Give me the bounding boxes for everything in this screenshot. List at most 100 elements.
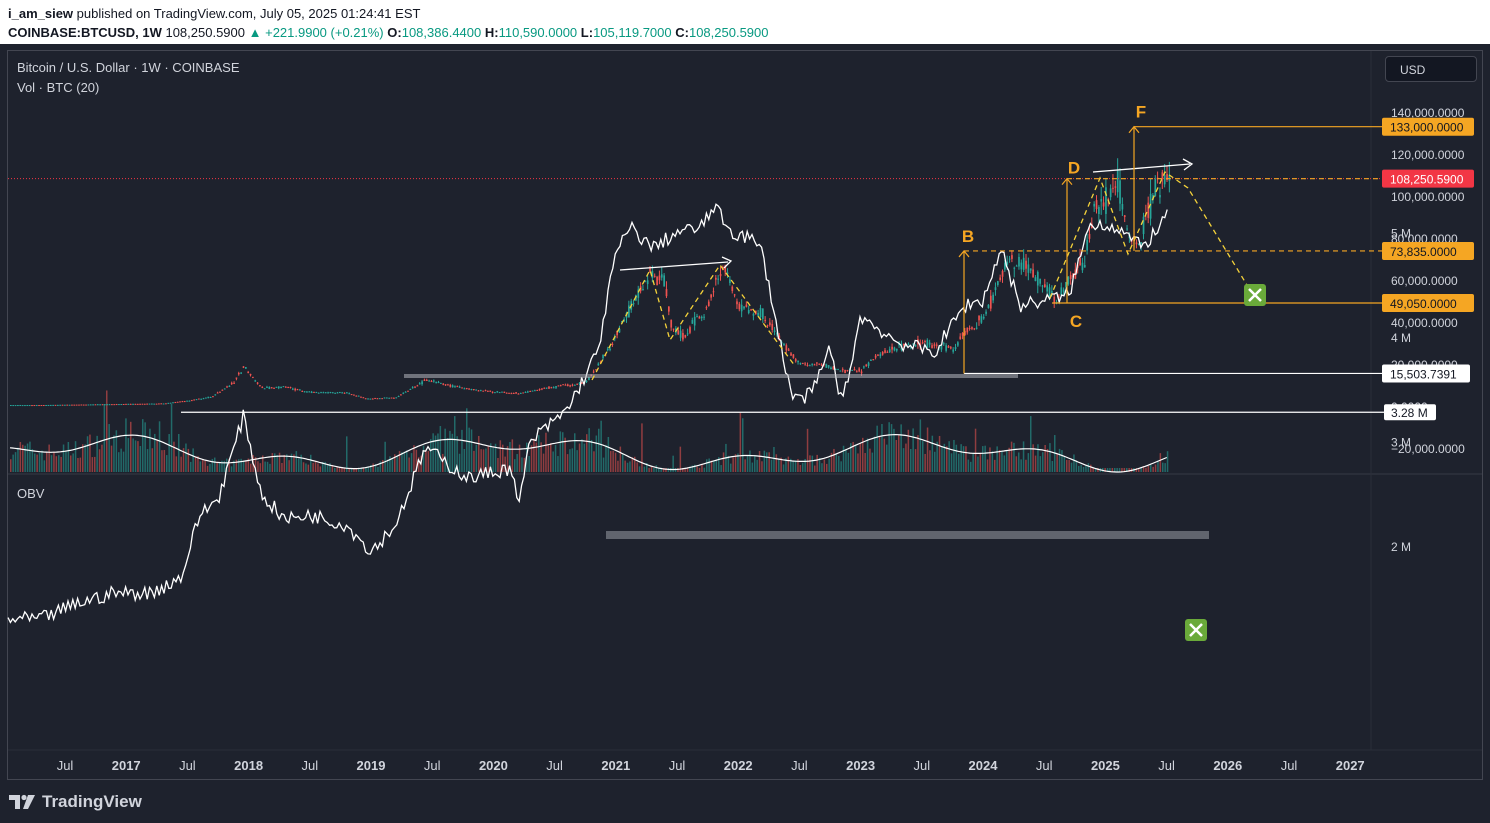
candle-body	[510, 393, 513, 395]
candle-body	[1013, 267, 1016, 269]
candle-body	[933, 344, 936, 346]
candle-body	[752, 313, 755, 316]
time-axis-tick: Jul	[57, 758, 74, 773]
candle-body	[233, 382, 235, 384]
candle-body	[52, 404, 54, 406]
price-level-tag[interactable]	[1382, 293, 1474, 312]
candle-body	[1079, 258, 1081, 266]
volume-bar	[355, 468, 358, 472]
candle-body	[1058, 296, 1060, 298]
volume-bar	[833, 448, 835, 472]
volume-bar	[29, 441, 31, 472]
author-link[interactable]: i_am_siew	[8, 6, 74, 21]
candle-body	[1138, 244, 1140, 246]
candle-body	[529, 391, 532, 393]
price-level-tag[interactable]	[1382, 241, 1474, 260]
chart-frame[interactable]	[7, 50, 1483, 780]
candle-body	[444, 384, 447, 386]
candle-body	[569, 385, 571, 387]
candle-body	[282, 386, 285, 388]
candle-body	[172, 402, 174, 404]
candle-body	[973, 328, 976, 330]
candle-body	[884, 350, 886, 353]
volume-bar	[278, 452, 281, 472]
candle-body	[169, 402, 172, 404]
volume-bar	[710, 460, 713, 472]
candle-body	[907, 343, 910, 345]
candle-body	[891, 346, 893, 350]
volume-bar	[235, 459, 238, 472]
volume-bar	[329, 463, 331, 472]
time-axis-tick: Jul	[791, 758, 808, 773]
volume-bar	[233, 460, 235, 472]
candle-body	[12, 405, 15, 407]
volume-bar	[218, 462, 221, 472]
volume-bar	[36, 454, 38, 472]
currency-button[interactable]: USD	[1385, 56, 1477, 82]
trendline-2025[interactable]	[1092, 163, 1191, 173]
candle-body	[799, 363, 802, 365]
volume-bar	[1147, 466, 1150, 472]
candle-body	[522, 392, 524, 394]
cycle-2025-pattern[interactable]	[1049, 171, 1251, 299]
volume-bar	[1037, 444, 1039, 472]
volume-bar	[521, 457, 523, 472]
volume-bar	[667, 468, 670, 472]
obv-resistance-band[interactable]	[606, 531, 1209, 539]
volume-bar	[209, 463, 211, 472]
price-level-tag[interactable]	[1382, 117, 1474, 136]
volume-bar	[758, 451, 761, 472]
cycle-2021-pattern[interactable]	[591, 263, 796, 381]
volume-bar	[353, 468, 355, 472]
volume-bar	[530, 445, 533, 472]
obv-axis-tick: 5 M	[1391, 227, 1411, 241]
candle-body	[416, 385, 419, 387]
price-level-tag[interactable]	[1382, 169, 1474, 188]
price-level-tag[interactable]	[1382, 364, 1470, 383]
candle-body	[287, 387, 289, 389]
volume-bar	[893, 428, 895, 472]
volume-bar	[389, 456, 391, 472]
time-axis-tick: Jul	[301, 758, 318, 773]
volume-bar	[379, 461, 382, 472]
time-axis-tick: 2021	[601, 758, 630, 773]
volume-bar	[1078, 465, 1080, 472]
volume-bar	[751, 462, 754, 472]
trendline-2021[interactable]	[619, 261, 729, 271]
volume-bar	[852, 441, 854, 472]
obv-axis-tick: 2 M	[1391, 540, 1411, 554]
volume-bar	[1152, 466, 1154, 472]
candle-body	[404, 391, 407, 393]
candle-body	[324, 392, 327, 394]
volume-bar	[1082, 466, 1085, 472]
candle-body	[66, 404, 69, 406]
candle-body	[193, 399, 195, 401]
volume-bar	[257, 461, 259, 472]
candle-body	[740, 304, 743, 312]
candle-body	[691, 320, 694, 324]
volume-bar	[919, 419, 922, 472]
candle-body	[762, 308, 764, 319]
candle-body	[846, 370, 849, 372]
volume-bar	[874, 436, 876, 472]
candle-body	[519, 392, 522, 394]
candle-body	[472, 389, 475, 391]
volume-bar	[821, 463, 823, 472]
candle-body	[527, 391, 529, 393]
volume-bar	[228, 458, 230, 472]
volume-bar	[895, 440, 898, 472]
candle-body	[881, 351, 884, 355]
volume-bar	[1073, 454, 1075, 472]
candle-body	[47, 404, 50, 406]
volume-bar	[938, 435, 941, 472]
candle-body	[621, 321, 623, 323]
candle-body	[1015, 265, 1018, 267]
candle-body	[381, 398, 383, 400]
time-axis-tick: 2025	[1091, 758, 1120, 773]
volume-bar	[979, 453, 982, 472]
candle-body	[588, 377, 590, 381]
volume-bar	[302, 462, 305, 472]
volume-bar	[192, 448, 194, 472]
candle-body	[606, 348, 609, 351]
